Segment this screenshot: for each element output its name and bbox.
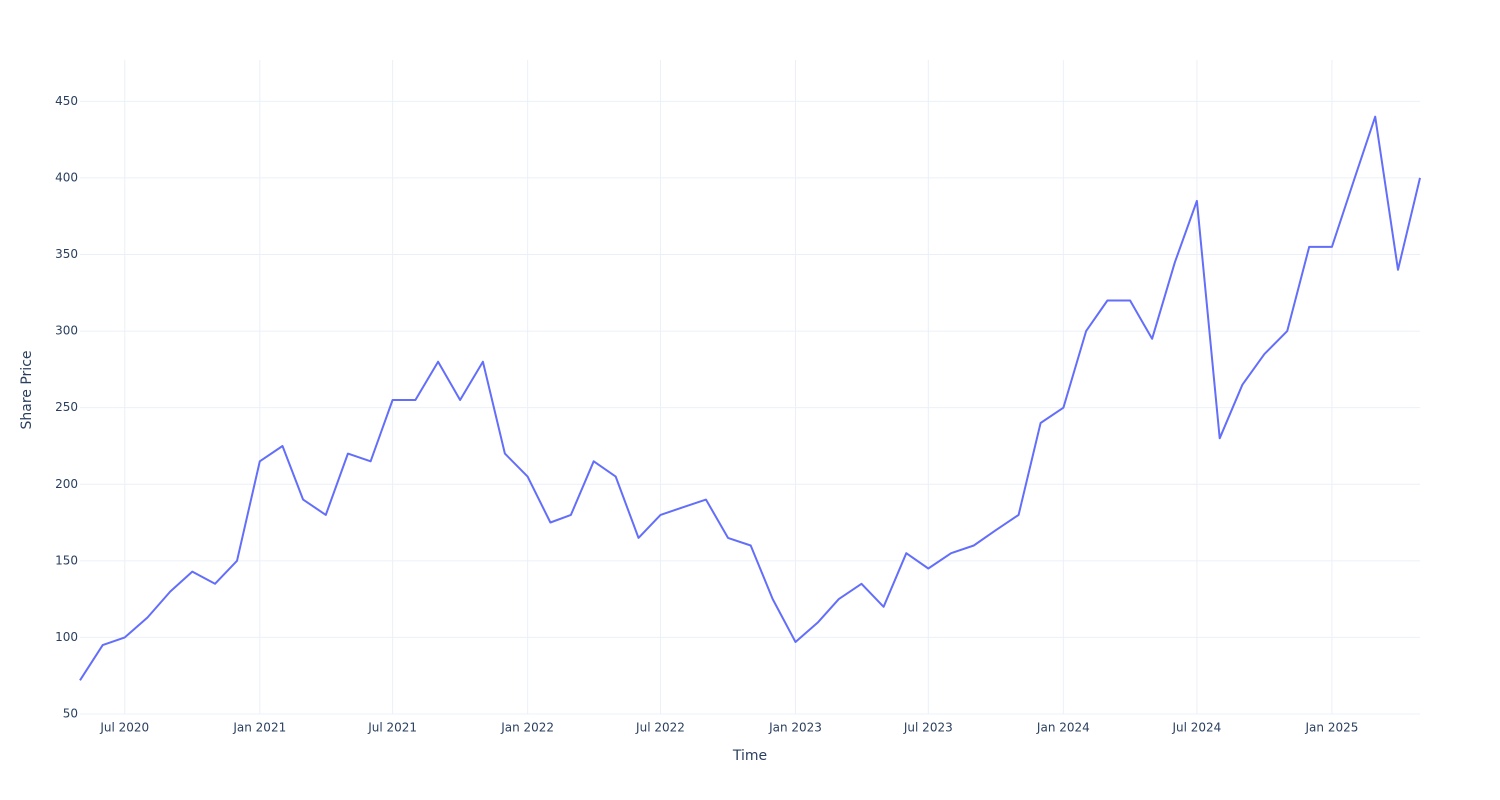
x-tick-label: Jan 2024 (1036, 721, 1090, 735)
x-tick-label: Jan 2023 (768, 721, 822, 735)
x-axis-title: Time (732, 748, 767, 764)
y-axis-title: Share Price (19, 350, 35, 429)
x-tick-label: Jul 2024 (1171, 721, 1221, 735)
x-tick-label: Jan 2022 (500, 721, 554, 735)
price-line (79, 115, 1421, 681)
y-tick-label: 300 (55, 324, 78, 338)
x-tick-label: Jul 2022 (635, 721, 685, 735)
y-tick-label: 450 (55, 94, 78, 108)
y-tick-label: 100 (55, 630, 78, 644)
y-tick-label: 200 (55, 477, 78, 491)
x-tick-label: Jul 2021 (367, 721, 417, 735)
y-tick-label: 250 (55, 400, 78, 414)
x-tick-label: Jul 2020 (99, 721, 149, 735)
x-tick-label: Jan 2025 (1305, 721, 1359, 735)
y-tick-label: 150 (55, 553, 78, 567)
x-tick-label: Jan 2021 (232, 721, 286, 735)
x-tick-label: Jul 2023 (903, 721, 953, 735)
y-tick-label: 400 (55, 170, 78, 184)
y-tick-label: 50 (63, 707, 78, 721)
y-tick-label: 350 (55, 247, 78, 261)
